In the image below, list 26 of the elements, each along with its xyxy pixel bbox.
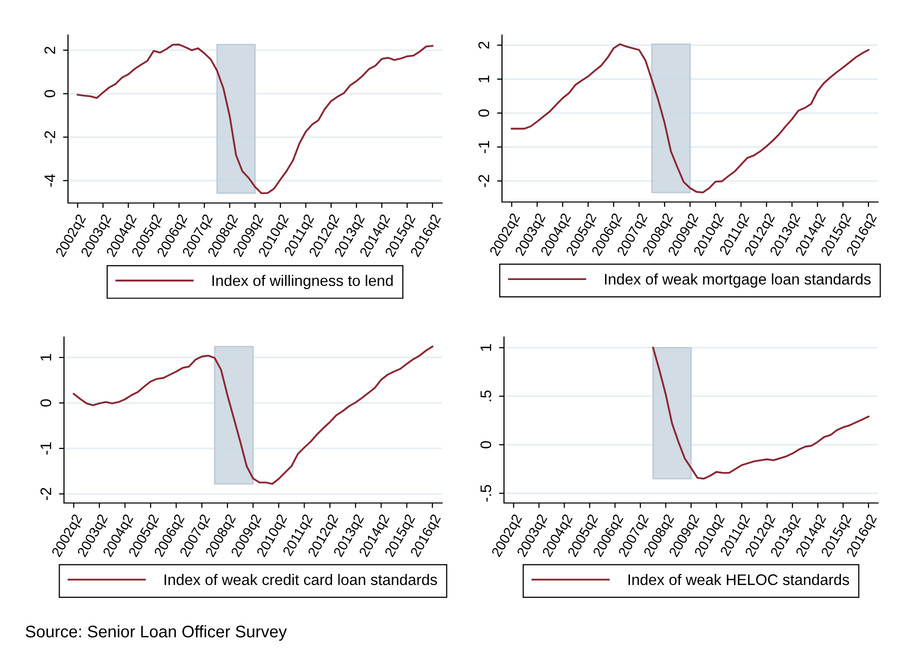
y-tick-label: 0 — [480, 441, 492, 448]
line-series — [510, 43, 870, 194]
y-tick-label: -.5 — [480, 485, 492, 502]
y-tick-label: 0 — [478, 109, 490, 117]
legend-label: Index of weak credit card loan standards — [164, 574, 437, 586]
y-tick-label: -2 — [40, 488, 52, 500]
y-tick-label: 2 — [44, 46, 56, 54]
y-tick-label: 0 — [44, 90, 56, 98]
y-tick-label: -4 — [44, 174, 56, 187]
y-tick-label: 1 — [40, 354, 52, 361]
y-tick-label: -2 — [44, 131, 56, 144]
line-series — [76, 44, 434, 194]
y-tick-label: 1 — [478, 76, 490, 82]
y-tick-label: -2 — [478, 174, 490, 188]
y-tick-label: -1 — [478, 140, 490, 154]
y-tick-label: -1 — [40, 442, 52, 455]
y-tick-label: .5 — [480, 390, 492, 402]
line-series — [652, 346, 870, 480]
source-note: Source: Senior Loan Officer Survey — [26, 625, 287, 641]
line-series — [72, 346, 434, 485]
legend-label: Index of willingness to lend — [212, 274, 393, 290]
y-tick-label: 1 — [480, 344, 492, 351]
y-tick-label: 2 — [478, 42, 490, 49]
legend-label: Index of weak mortgage loan standards — [605, 273, 871, 288]
y-tick-label: 0 — [40, 399, 52, 407]
legend-label: Index of weak HELOC standards — [628, 574, 850, 586]
